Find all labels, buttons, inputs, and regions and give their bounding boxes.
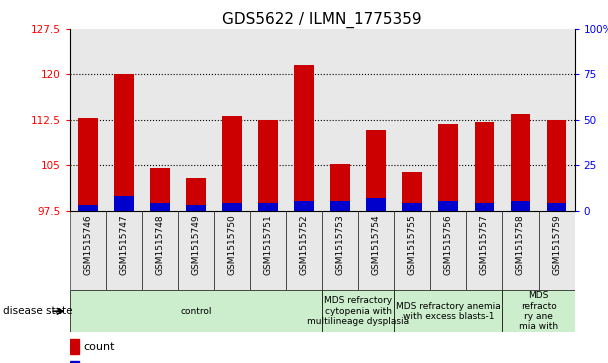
Bar — [294, 65, 314, 211]
Text: GSM1515752: GSM1515752 — [300, 215, 309, 275]
Text: control: control — [181, 307, 212, 316]
Text: GSM1515756: GSM1515756 — [444, 215, 453, 275]
Bar — [142, 29, 178, 211]
Bar — [258, 120, 278, 211]
Bar — [286, 29, 322, 211]
Bar — [186, 205, 206, 211]
Text: GSM1515750: GSM1515750 — [227, 215, 237, 275]
Text: GSM1515749: GSM1515749 — [192, 215, 201, 275]
Text: disease state: disease state — [3, 306, 72, 316]
Bar — [78, 118, 98, 211]
Bar — [330, 201, 350, 211]
Bar — [438, 124, 458, 211]
Text: GSM1515746: GSM1515746 — [83, 215, 92, 275]
Text: MDS refractory anemia
with excess blasts-1: MDS refractory anemia with excess blasts… — [396, 302, 501, 321]
Bar — [395, 29, 430, 211]
Bar — [502, 29, 539, 211]
Bar — [286, 211, 322, 290]
Text: GSM1515759: GSM1515759 — [552, 215, 561, 275]
Bar — [70, 29, 106, 211]
Bar — [547, 120, 567, 211]
Bar — [474, 122, 494, 211]
Bar — [511, 114, 530, 211]
Bar — [322, 29, 358, 211]
Bar — [358, 29, 395, 211]
Bar — [114, 196, 134, 211]
Bar — [502, 211, 539, 290]
Bar — [430, 211, 466, 290]
Text: GSM1515753: GSM1515753 — [336, 215, 345, 275]
Text: count: count — [83, 342, 115, 352]
Text: GSM1515748: GSM1515748 — [156, 215, 165, 275]
Text: GSM1515755: GSM1515755 — [408, 215, 417, 275]
Bar — [395, 211, 430, 290]
Bar — [358, 211, 395, 290]
Text: GSM1515747: GSM1515747 — [120, 215, 128, 275]
Bar — [258, 203, 278, 211]
Title: GDS5622 / ILMN_1775359: GDS5622 / ILMN_1775359 — [223, 12, 422, 28]
Bar — [70, 360, 79, 363]
Bar — [214, 211, 250, 290]
Bar — [222, 115, 242, 211]
Bar — [178, 29, 214, 211]
Bar — [186, 179, 206, 211]
Bar — [539, 29, 575, 211]
Bar — [178, 211, 214, 290]
Bar — [402, 172, 423, 211]
Bar — [106, 29, 142, 211]
Bar — [330, 164, 350, 211]
Bar — [150, 203, 170, 211]
Bar — [322, 290, 395, 332]
Bar — [539, 211, 575, 290]
Bar — [511, 201, 530, 211]
Bar — [438, 201, 458, 211]
Bar — [547, 203, 567, 211]
Text: GSM1515757: GSM1515757 — [480, 215, 489, 275]
Text: MDS
refracto
ry ane
mia with: MDS refracto ry ane mia with — [519, 291, 558, 331]
Bar — [367, 198, 386, 211]
Bar — [474, 203, 494, 211]
Bar — [395, 290, 502, 332]
Bar — [106, 211, 142, 290]
Text: GSM1515751: GSM1515751 — [264, 215, 272, 275]
Bar — [402, 203, 423, 211]
Text: MDS refractory
cytopenia with
multilineage dysplasia: MDS refractory cytopenia with multilinea… — [307, 296, 409, 326]
Bar — [367, 130, 386, 211]
Bar — [466, 29, 502, 211]
Bar — [466, 211, 502, 290]
Bar — [250, 211, 286, 290]
Bar — [502, 290, 575, 332]
Text: GSM1515758: GSM1515758 — [516, 215, 525, 275]
Bar — [430, 29, 466, 211]
Bar — [142, 211, 178, 290]
Bar — [322, 211, 358, 290]
Text: GSM1515754: GSM1515754 — [372, 215, 381, 275]
Bar — [214, 29, 250, 211]
Bar — [70, 290, 322, 332]
Bar — [150, 168, 170, 211]
Bar — [250, 29, 286, 211]
Bar — [222, 203, 242, 211]
Bar — [78, 205, 98, 211]
Bar — [294, 201, 314, 211]
Bar — [114, 74, 134, 211]
Bar — [70, 339, 79, 354]
Bar — [70, 211, 106, 290]
